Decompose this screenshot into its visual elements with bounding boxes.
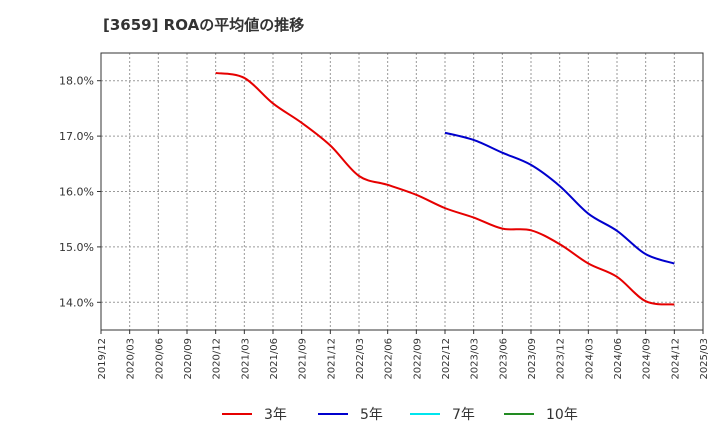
axes: 14.0% 15.0% 16.0% 17.0% 18.0% 2019/12 2020/03 2… xyxy=(59,52,710,380)
x-tick-label: 2022/06 xyxy=(384,338,395,380)
y-tick-label: 17.0% xyxy=(59,130,94,143)
y-tick-label: 14.0% xyxy=(59,296,94,309)
x-tick-label: 2022/03 xyxy=(355,338,366,380)
x-tick-label: 2024/12 xyxy=(670,338,681,380)
y-tick-label: 15.0% xyxy=(59,241,94,254)
legend-label-2: 7年 xyxy=(452,407,475,423)
legend: 3年 5年 7年 10年 xyxy=(222,407,578,423)
x-tick-label: 2023/03 xyxy=(470,338,481,380)
series-lines xyxy=(215,71,675,306)
x-tick-label: 2021/03 xyxy=(240,338,251,380)
x-tick-label: 2023/12 xyxy=(556,338,567,380)
y-tick-label: 18.0% xyxy=(59,75,94,88)
x-tick-label: 2023/09 xyxy=(527,338,538,380)
x-tick-label: 2020/12 xyxy=(212,338,223,380)
y-tick-label: 16.0% xyxy=(59,186,94,199)
legend-label-3: 10年 xyxy=(546,407,578,423)
x-tick-label: 2021/12 xyxy=(326,338,337,380)
x-tick-label: 2024/06 xyxy=(613,338,624,380)
legend-label-1: 5年 xyxy=(360,407,383,423)
x-tick-label: 2022/12 xyxy=(441,338,452,380)
chart-title: [3659] ROAの平均値の推移 xyxy=(103,16,305,34)
series-line-0 xyxy=(215,71,675,306)
x-tick-label: 2019/12 xyxy=(97,338,108,380)
x-tick-label: 2021/09 xyxy=(298,338,309,380)
series-line-1 xyxy=(444,131,675,265)
x-tick-label: 2024/03 xyxy=(584,338,595,380)
x-tick-label: 2021/06 xyxy=(269,338,280,380)
plot-frame xyxy=(100,52,704,331)
x-tick-label: 2023/06 xyxy=(498,338,509,380)
x-tick-label: 2025/03 xyxy=(699,338,710,380)
x-tick-label: 2024/09 xyxy=(642,338,653,380)
grid xyxy=(101,53,703,330)
x-tick-label: 2022/09 xyxy=(412,338,423,380)
x-tick-label: 2020/06 xyxy=(154,338,165,380)
x-tick-label: 2020/09 xyxy=(183,338,194,380)
legend-label-0: 3年 xyxy=(264,407,287,423)
x-tick-label: 2020/03 xyxy=(126,338,137,380)
